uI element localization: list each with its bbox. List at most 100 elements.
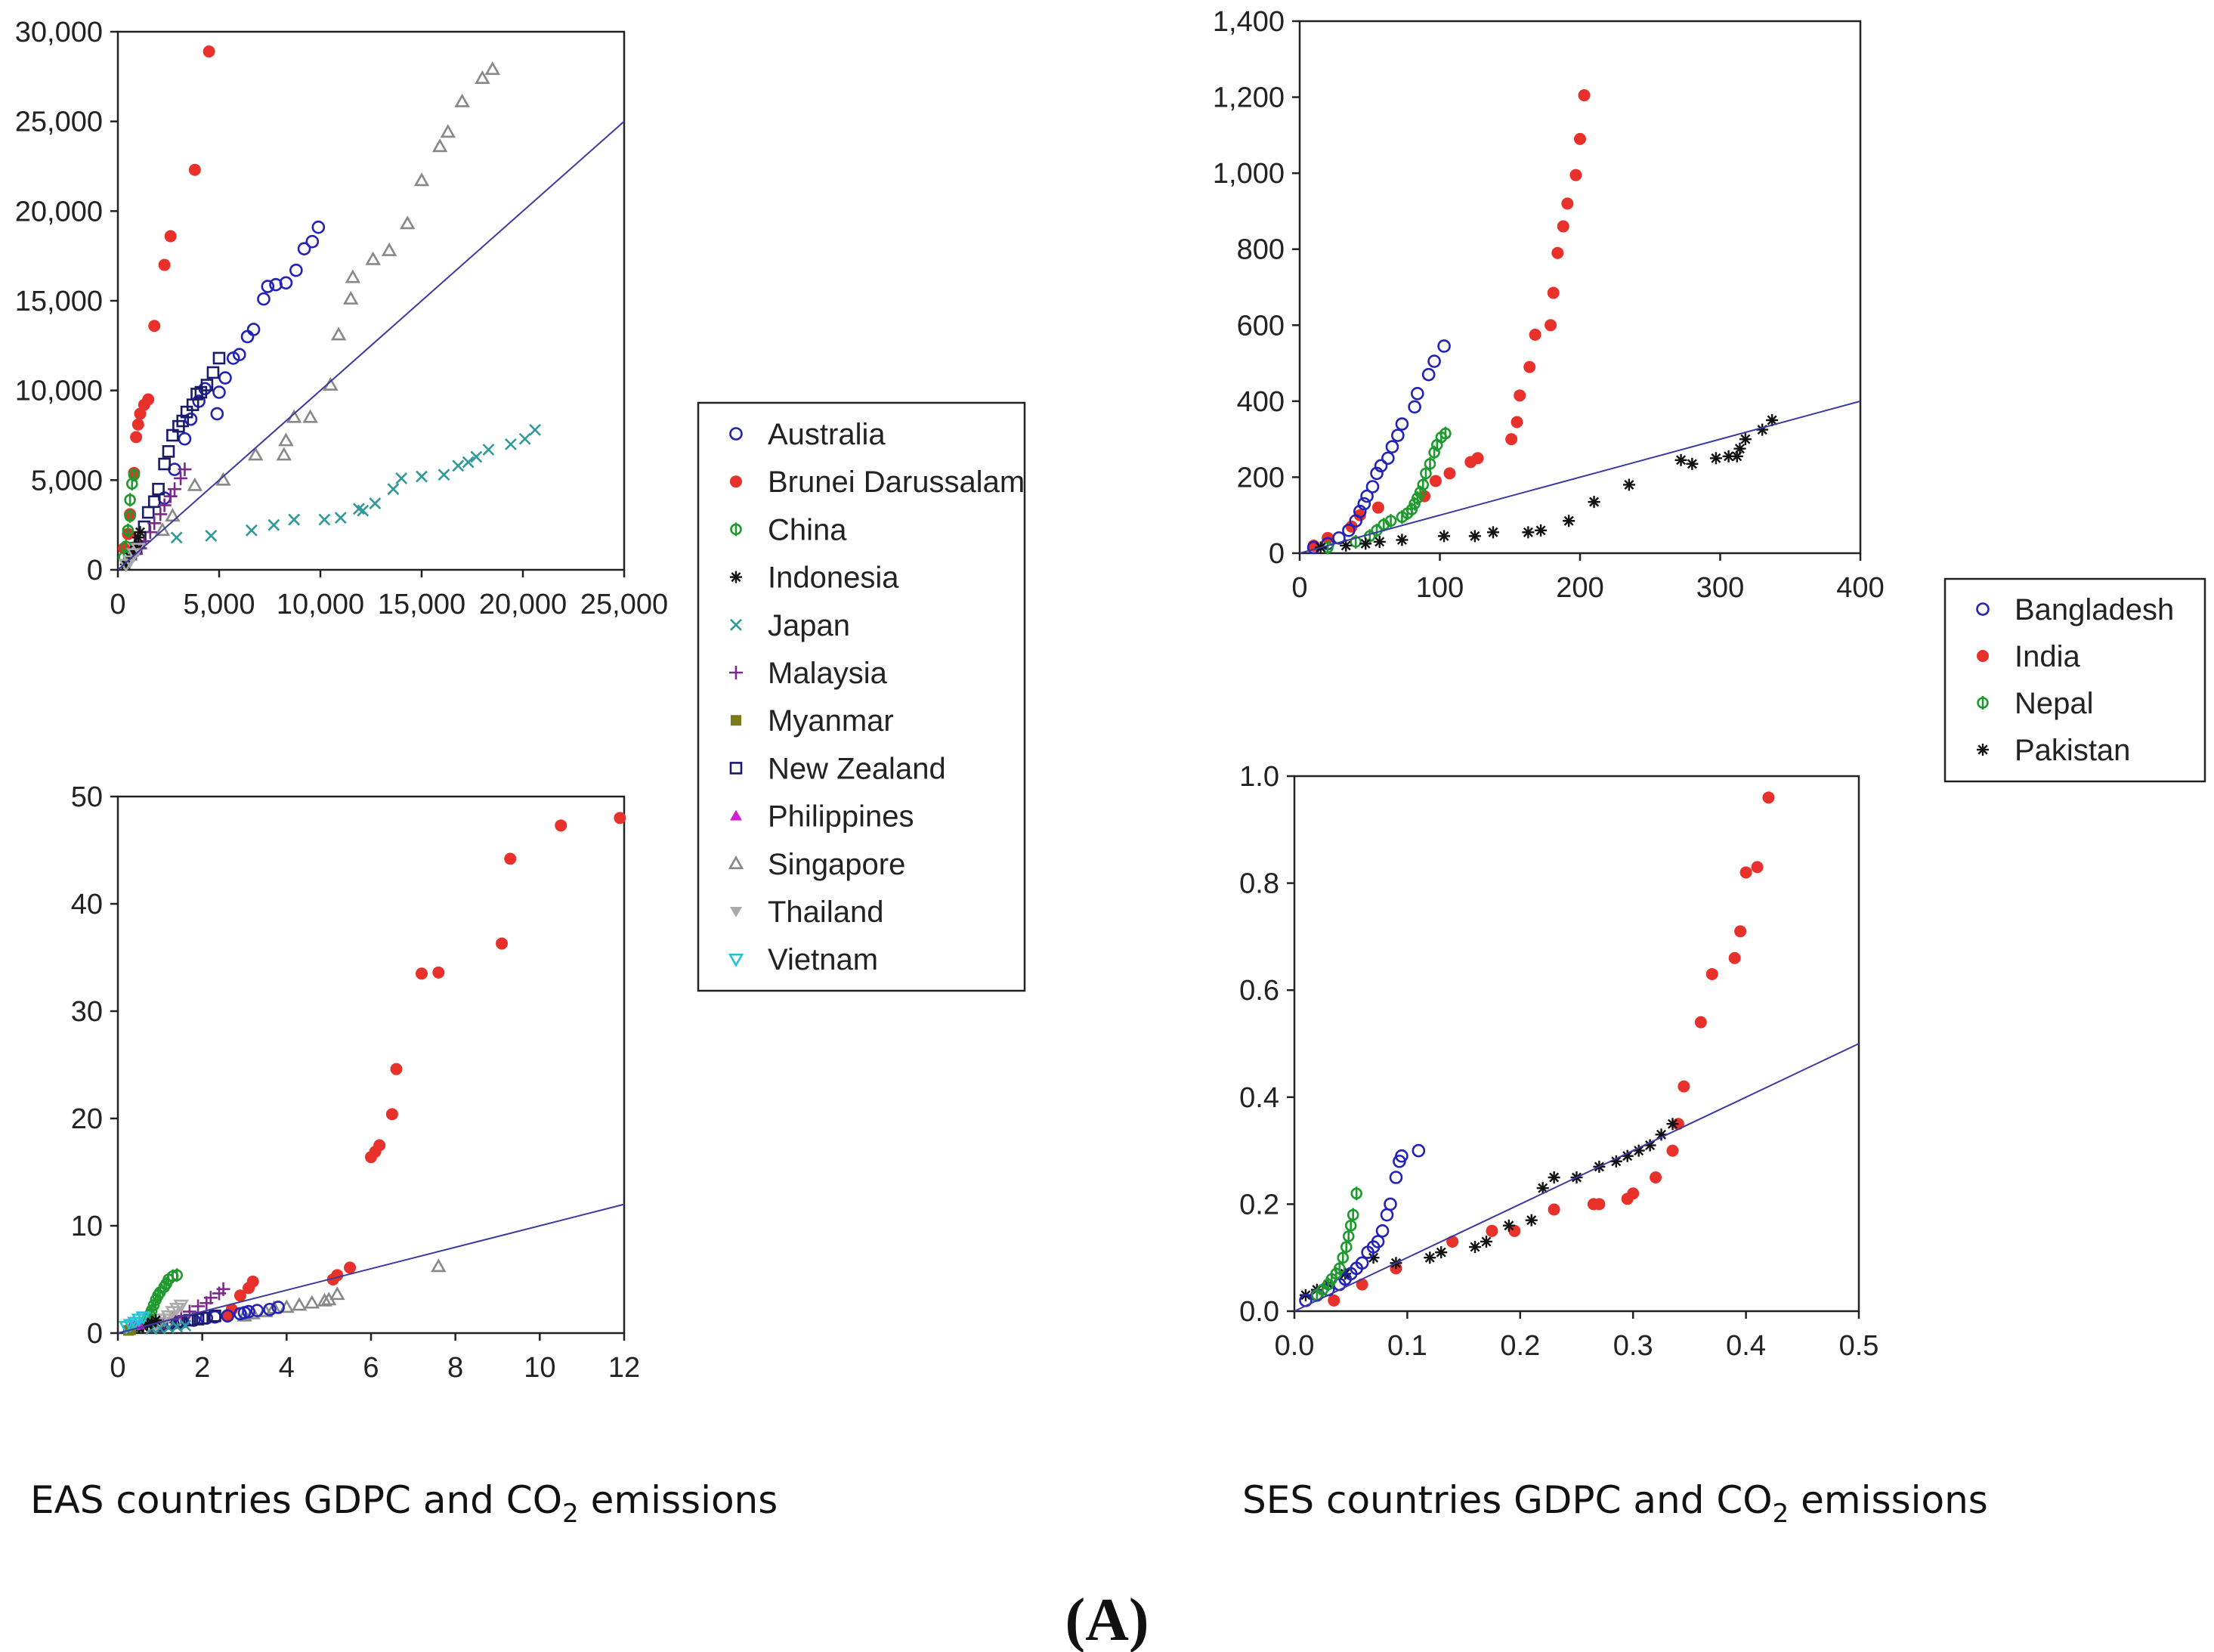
legend-label-nepal: Nepal <box>2015 687 2094 720</box>
data-point-singapore <box>276 447 292 461</box>
data-point-brunei-darussalam <box>496 937 509 950</box>
ses-bottom-series-pakistan <box>1299 1118 1679 1301</box>
data-point-singapore <box>278 432 294 447</box>
data-point-pakistan <box>1766 414 1779 426</box>
data-point-india <box>1529 328 1541 341</box>
data-point-india <box>1561 197 1574 210</box>
data-point-singapore <box>330 326 347 341</box>
chart-ses-top: 0 100 200 300 400 0 200 400 600 800 1,000 1,200 1,40… <box>1213 6 1885 604</box>
legend-label-vietnam: Vietnam <box>768 943 878 976</box>
data-point-thailand <box>126 548 142 562</box>
ses-bottom-plot-frame <box>1293 775 1860 1313</box>
data-point-india <box>1443 467 1456 480</box>
data-point-india <box>1578 89 1591 102</box>
data-point-australia <box>178 432 192 446</box>
data-point-india <box>1446 1235 1459 1248</box>
data-point-brunei-darussalam <box>555 819 567 832</box>
data-point-malaysia <box>157 498 172 512</box>
data-point-pakistan <box>1666 1118 1679 1131</box>
legend-marker-australia <box>729 427 743 441</box>
legend-marker-japan <box>730 618 742 631</box>
data-point-pakistan <box>1535 524 1548 537</box>
legend-marker-bangladesh <box>1976 602 1990 616</box>
data-point-new-zealand <box>152 482 165 496</box>
data-point-australia <box>240 329 255 344</box>
data-point-india <box>1371 501 1384 514</box>
ses-bottom-x-tick-label: 0.4 <box>1726 1330 1766 1362</box>
data-point-australia <box>289 263 303 277</box>
ses-top-y-tick-label: 600 <box>1237 310 1285 342</box>
data-point-japan <box>288 513 301 526</box>
data-point-brunei-darussalam <box>164 230 177 243</box>
data-point-thailand <box>173 1299 189 1313</box>
data-point-malaysia <box>153 507 168 521</box>
eas-bottom-x-tick-label: 4 <box>279 1352 295 1384</box>
legend-label-indonesia: Indonesia <box>768 561 899 595</box>
data-point-new-zealand <box>196 1311 209 1325</box>
data-point-bangladesh <box>1349 514 1362 528</box>
data-point-china <box>122 523 135 537</box>
data-point-pakistan <box>1502 1219 1515 1232</box>
ses-top-y-tick-label: 1,400 <box>1213 6 1285 38</box>
data-point-bangladesh <box>1380 1208 1394 1222</box>
eas-top-y-tick-label: 20,000 <box>15 196 103 227</box>
data-point-new-zealand <box>180 405 193 419</box>
eas-bottom-fit-line <box>117 1203 625 1334</box>
legend-marker-brunei-darussalam <box>730 475 742 488</box>
ses-bottom-y-tick-label: 0.4 <box>1239 1082 1279 1114</box>
chart-ses-bottom: 0.0 0.1 0.2 0.3 0.4 0.5 0.0 0.2 0.4 0.6 0.8 1.0 <box>1239 761 1878 1362</box>
data-point-pakistan <box>1674 453 1687 466</box>
data-point-india <box>1574 132 1586 145</box>
ses-bottom-fit-line <box>1294 1043 1860 1312</box>
data-point-vietnam <box>118 1321 135 1335</box>
data-point-vietnam <box>122 1319 138 1333</box>
ses-bottom-x-tick-label: 0.0 <box>1275 1330 1315 1362</box>
data-point-nepal <box>1420 466 1432 481</box>
eas-bottom-x-tick-label: 2 <box>194 1352 210 1384</box>
data-point-india <box>1762 791 1775 804</box>
data-point-india <box>1739 866 1752 879</box>
data-point-brunei-darussalam <box>326 1273 339 1285</box>
caption-eas: EAS countries GDPC and CO2 emissions <box>30 1478 778 1529</box>
legend-label-myanmar: Myanmar <box>768 704 894 738</box>
data-point-bangladesh <box>1375 1224 1390 1238</box>
data-point-india <box>1486 1224 1498 1237</box>
ses-top-y-tick-label: 400 <box>1237 386 1285 418</box>
data-point-china <box>124 509 136 523</box>
data-point-australia <box>305 234 320 249</box>
data-point-singapore <box>154 522 171 537</box>
data-point-new-zealand <box>141 506 155 519</box>
data-point-singapore <box>345 269 361 283</box>
data-point-bangladesh <box>1391 428 1405 442</box>
legend-label-philippines: Philippines <box>768 800 914 834</box>
data-point-australia <box>184 412 198 426</box>
data-point-bangladesh <box>1389 1171 1403 1184</box>
data-point-pakistan <box>1468 530 1481 543</box>
legend-marker-singapore <box>728 855 744 870</box>
eas-bottom-x-tick-label: 10 <box>524 1352 555 1384</box>
data-point-singapore <box>484 61 501 76</box>
data-point-nepal <box>1414 485 1427 500</box>
eas-top-x-tick-label: 15,000 <box>378 589 465 620</box>
legend-label-pakistan: Pakistan <box>2015 734 2130 767</box>
data-point-india <box>1728 951 1741 964</box>
data-point-new-zealand <box>162 445 175 458</box>
eas-top-series-new-zealand <box>129 351 226 555</box>
data-point-india <box>1751 861 1764 874</box>
data-point-brunei-darussalam <box>365 1151 377 1164</box>
data-point-pakistan <box>1622 478 1635 491</box>
data-point-japan <box>357 504 370 517</box>
data-point-brunei-darussalam <box>390 1063 403 1075</box>
data-point-india <box>1545 319 1557 332</box>
data-point-australia <box>233 1307 247 1321</box>
data-point-japan <box>353 503 365 515</box>
data-point-pakistan <box>1739 433 1752 446</box>
ses-top-series-bangladesh <box>1306 339 1451 555</box>
ses-top-y-tick-label: 200 <box>1237 462 1285 493</box>
data-point-australia <box>210 407 224 421</box>
ses-bottom-x-tick-label: 0.3 <box>1613 1330 1653 1362</box>
data-point-japan <box>470 450 483 463</box>
data-point-bangladesh <box>1421 367 1436 382</box>
data-point-malaysia <box>163 489 178 503</box>
data-point-brunei-darussalam <box>148 320 161 333</box>
